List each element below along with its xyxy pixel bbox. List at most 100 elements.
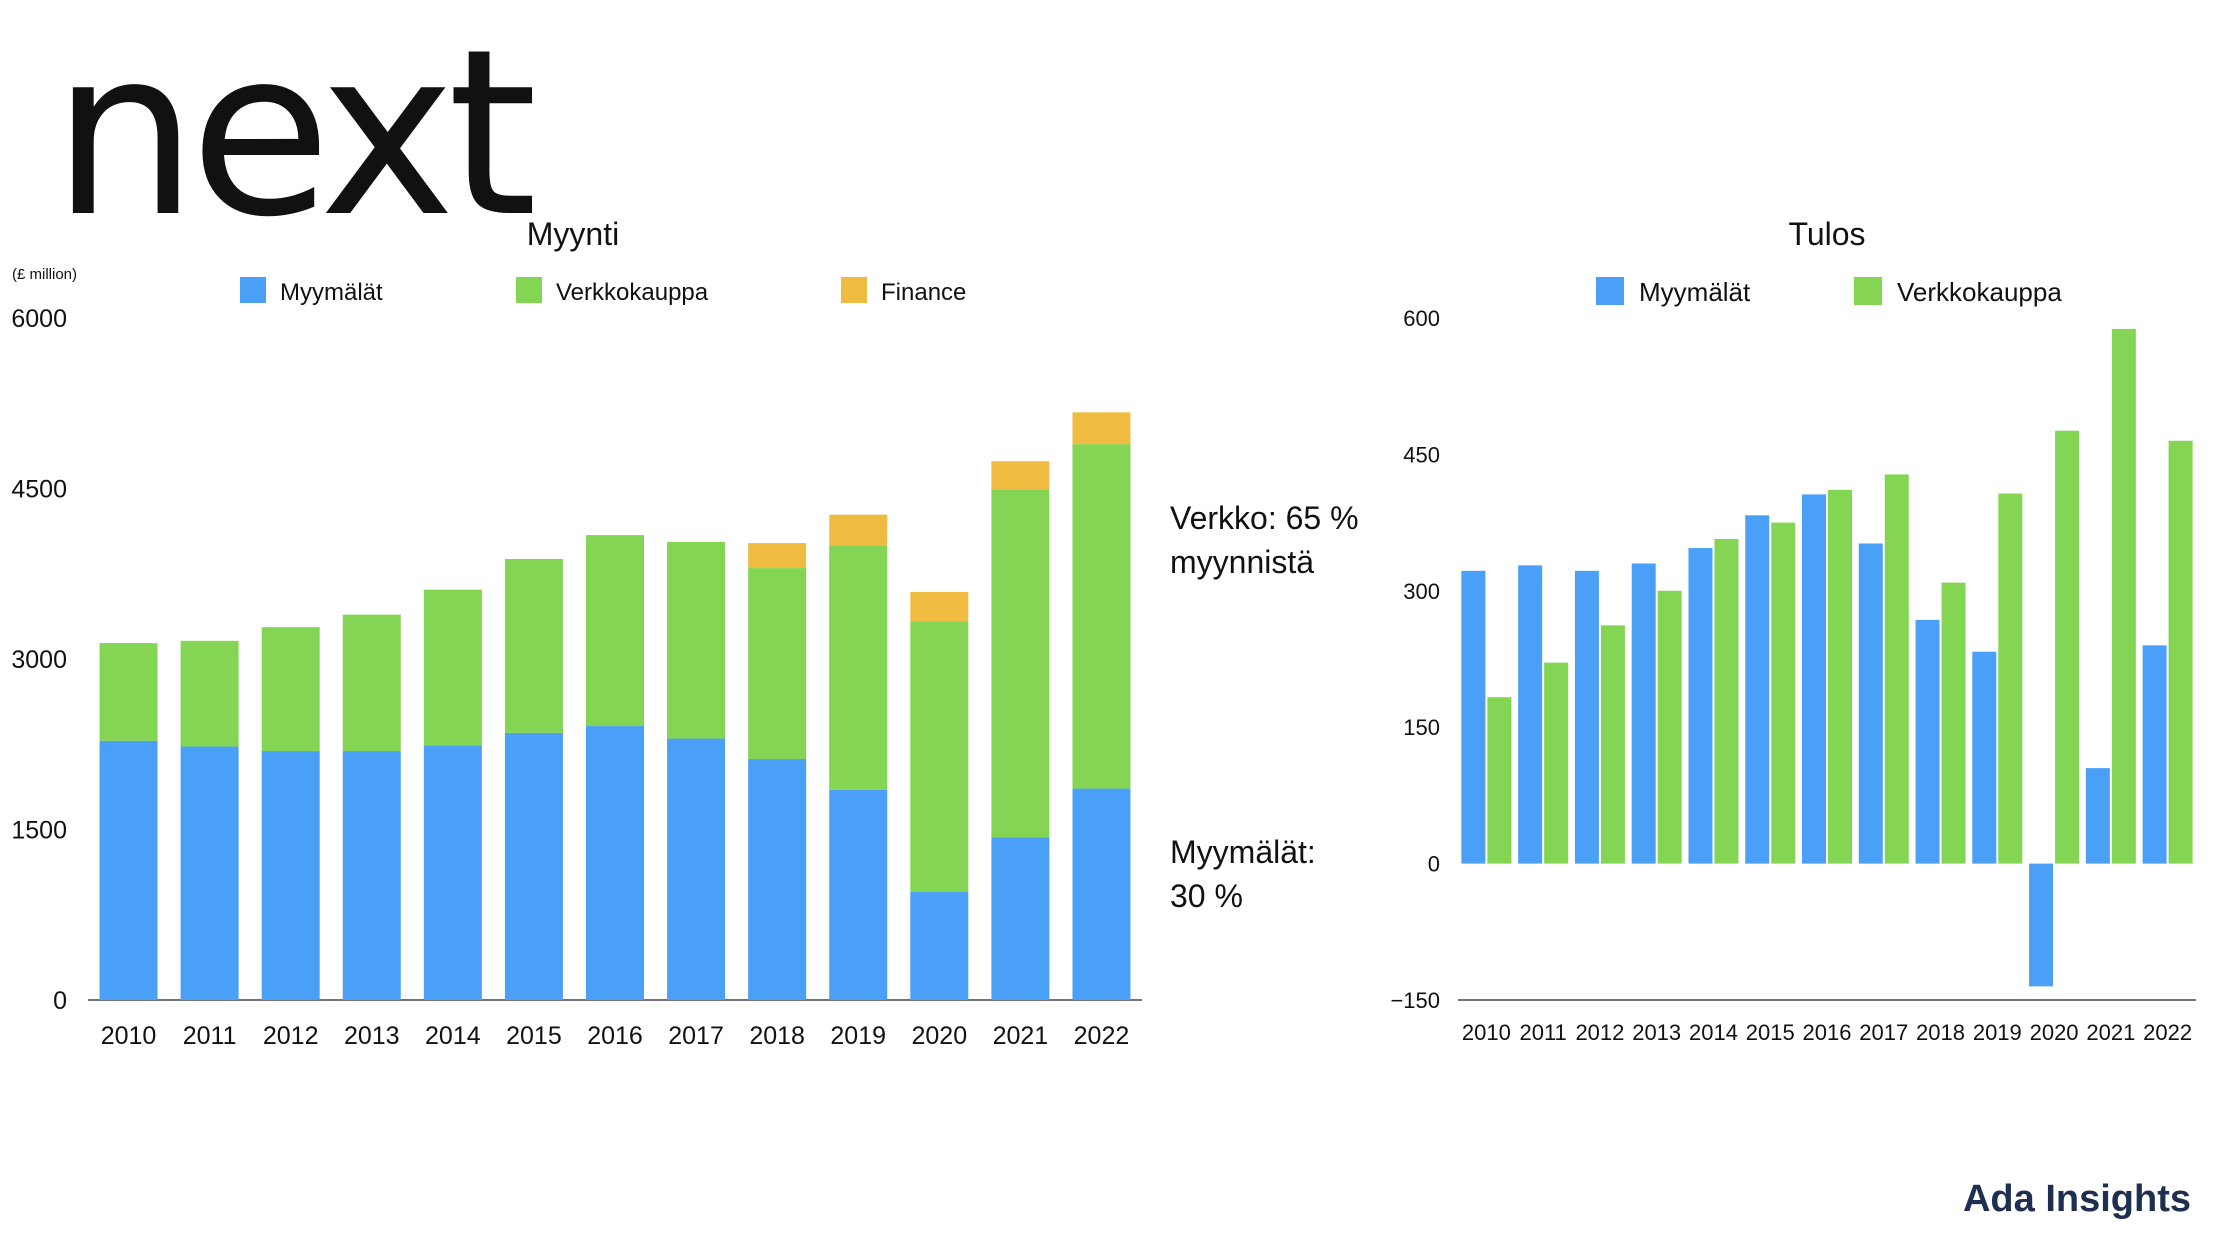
profit-xtick-label-2021: 2021 [2086,1020,2135,1045]
profit-bar-1-2020 [2055,430,2080,864]
profit-chart-title: Tulos [1788,216,1865,252]
profit-bar-1-2010 [1487,697,1512,864]
profit-bar-0-2017 [1858,543,1883,864]
profit-ytick-label-2: 150 [1403,715,1440,740]
profit-legend-label-0: Myymälät [1639,277,1751,307]
sales-bar-0-2013 [342,751,401,1000]
sales-xtick-label-2021: 2021 [993,1022,1049,1050]
sales-bar-0-2020 [910,892,969,1000]
sales-bar-0-2022 [1072,788,1131,1000]
sales-legend-swatch-1 [516,277,542,303]
sales-bar-0-2012 [261,751,320,1000]
sales-bar-1-2021 [991,489,1050,838]
sales-ytick-label-1: 1500 [11,817,67,845]
profit-bar-1-2017 [1884,474,1909,864]
sales-bar-1-2016 [586,535,644,727]
profit-bar-0-2022 [2142,645,2167,864]
sales-ytick-label-2: 3000 [11,646,67,674]
profit-ytick-label-0: −150 [1390,988,1440,1013]
profit-bar-1-2021 [2111,328,2136,864]
profit-xtick-label-2013: 2013 [1632,1020,1681,1045]
profit-bar-0-2019 [1972,651,1997,864]
sales-bar-1-2022 [1072,444,1131,789]
profit-ytick-label-4: 450 [1403,442,1440,467]
profit-xtick-label-2010: 2010 [1462,1020,1511,1045]
stores-share-annotation: Myymälät: 30 % [1170,830,1316,918]
ada-insights-brand: Ada Insights [1962,1178,2191,1220]
sales-bar-1-2017 [667,541,726,739]
sales-xtick-label-2018: 2018 [749,1022,805,1050]
profit-bar-1-2013 [1657,590,1682,864]
profit-bar-0-2010 [1461,570,1486,864]
sales-bar-2-2020 [910,591,969,622]
profit-bar-1-2016 [1828,489,1852,864]
profit-xtick-label-2020: 2020 [2030,1020,2079,1045]
sales-xtick-label-2017: 2017 [668,1022,724,1050]
profit-legend-label-1: Verkkokauppa [1897,277,2062,307]
profit-bar-1-2018 [1941,582,1966,864]
profit-ytick-label-5: 600 [1403,306,1440,331]
profit-bar-1-2014 [1714,538,1739,864]
stores-share-line1: Myymälät: [1170,834,1316,870]
sales-legend-label-0: Myymälät [280,279,383,306]
sales-legend-label-1: Verkkokauppa [556,279,709,306]
sales-bar-1-2018 [748,568,807,760]
profit-xtick-label-2017: 2017 [1859,1020,1908,1045]
profit-bar-0-2015 [1745,515,1770,864]
sales-bar-0-2015 [504,732,563,1000]
profit-bar-1-2015 [1771,522,1796,864]
stores-share-line2: 30 % [1170,878,1243,914]
sales-legend-label-2: Finance [881,279,966,306]
sales-legend-swatch-2 [841,277,867,303]
sales-bar-2-2018 [748,543,807,569]
online-share-line1: Verkko: 65 % [1170,500,1359,536]
sales-bar-2-2019 [829,514,888,546]
profit-bar-0-2018 [1915,619,1940,864]
sales-ytick-label-4: 6000 [11,305,67,333]
sales-xtick-label-2012: 2012 [263,1022,319,1050]
sales-xtick-label-2014: 2014 [425,1022,481,1050]
profit-bar-1-2012 [1600,625,1625,864]
profit-bar-1-2022 [2168,440,2193,864]
online-share-annotation: Verkko: 65 % myynnistä [1170,496,1359,584]
sales-ytick-label-0: 0 [53,987,67,1015]
sales-bar-0-2021 [991,837,1050,1000]
next-logo: next [52,1,538,268]
sales-xtick-label-2022: 2022 [1074,1022,1130,1050]
sales-bar-2-2022 [1072,412,1131,445]
sales-bar-0-2014 [423,745,482,1000]
profit-bar-0-2020 [2029,863,2054,987]
sales-bar-0-2017 [667,738,726,1000]
profit-ytick-label-1: 0 [1428,852,1440,877]
profit-xtick-label-2016: 2016 [1803,1020,1852,1045]
sales-xtick-label-2019: 2019 [830,1022,886,1050]
sales-bar-0-2010 [99,740,158,1000]
sales-bar-0-2011 [180,746,239,1000]
profit-xtick-label-2022: 2022 [2143,1020,2192,1045]
profit-legend-swatch-1 [1854,277,1882,305]
profit-legend-swatch-0 [1596,277,1624,305]
sales-chart-title: Myynti [527,216,619,252]
profit-ytick-label-3: 300 [1403,579,1440,604]
profit-xtick-label-2015: 2015 [1746,1020,1795,1045]
profit-bar-0-2021 [2085,768,2110,864]
sales-bar-0-2019 [829,789,888,1000]
profit-xtick-label-2018: 2018 [1916,1020,1965,1045]
sales-xtick-label-2016: 2016 [587,1022,643,1050]
profit-bar-0-2014 [1688,548,1713,864]
profit-xtick-label-2014: 2014 [1689,1020,1738,1045]
sales-xtick-label-2013: 2013 [344,1022,400,1050]
profit-bar-0-2012 [1574,570,1599,864]
sales-bar-2-2021 [991,461,1050,490]
online-share-line2: myynnistä [1170,544,1315,580]
sales-bar-1-2011 [180,640,239,747]
profit-bar-1-2019 [1998,493,2023,864]
sales-bar-1-2013 [342,614,401,752]
sales-bar-0-2018 [748,759,807,1000]
profit-bar-0-2016 [1802,494,1826,864]
profit-bar-0-2011 [1518,565,1543,864]
profit-xtick-label-2019: 2019 [1973,1020,2022,1045]
sales-unit-label: (£ million) [12,266,77,283]
sales-legend-swatch-0 [240,277,266,303]
